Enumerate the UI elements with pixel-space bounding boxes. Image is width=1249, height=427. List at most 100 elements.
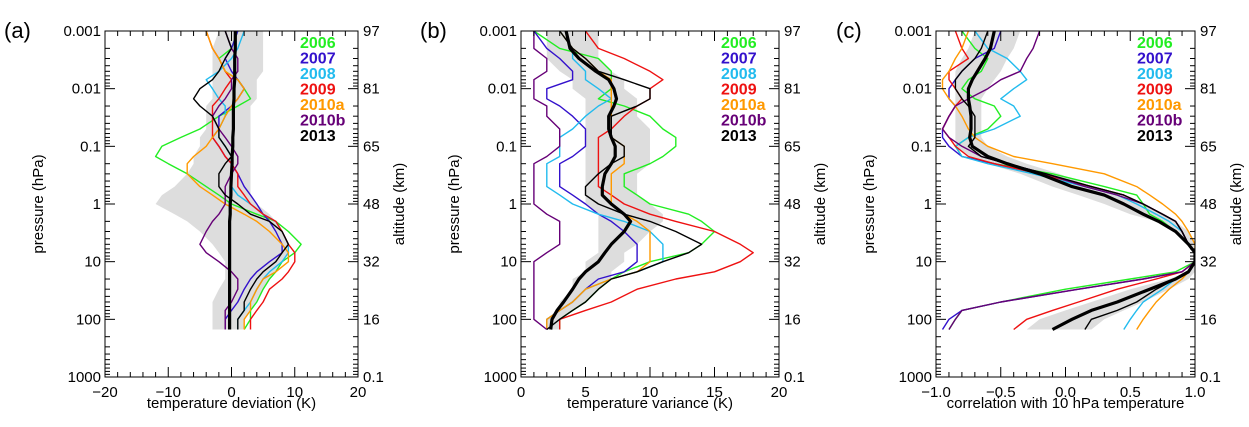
y2-axis-label: altitude (km) <box>1228 163 1245 246</box>
legend-entry-2010b: 2010b <box>721 113 767 130</box>
series-line-2010b <box>199 31 239 330</box>
series-line-2007 <box>533 31 638 330</box>
y2-tick-label: 48 <box>1200 196 1217 213</box>
x-tick-label: 10 <box>286 384 303 401</box>
y-tick-label: 0.001 <box>894 23 932 40</box>
y2-tick-label: 16 <box>784 311 801 328</box>
series-line-2006 <box>533 31 716 330</box>
y2-axis-label: altitude (km) <box>391 163 408 246</box>
x-tick-label: 15 <box>706 384 723 401</box>
legend-entry-2010a: 2010a <box>1137 97 1182 114</box>
legend-entry-2009: 2009 <box>300 82 336 99</box>
y-axis-label: pressure (hPa) <box>446 154 463 253</box>
y-axis-label: pressure (hPa) <box>30 154 47 253</box>
x-tick-label: 0 <box>227 384 235 401</box>
panel-1: 0.0010.010.111010010009781654832160.1−20… <box>4 18 408 412</box>
series-line-2009 <box>205 31 296 330</box>
y2-tick-label: 32 <box>1200 254 1217 271</box>
x-tick-label: −20 <box>92 384 117 401</box>
series-mean-line <box>966 31 1195 331</box>
y2-tick-label: 97 <box>363 23 380 40</box>
y2-tick-label: 16 <box>1200 311 1217 328</box>
series-line-2006 <box>948 31 1195 330</box>
x-tick-label: 10 <box>642 384 659 401</box>
spread-band <box>155 31 289 330</box>
x-axis-label: correlation with 10 hPa temperature <box>947 395 1185 412</box>
y2-tick-label: 0.1 <box>1200 369 1221 386</box>
spread-band <box>955 31 1195 330</box>
x-tick-label: −10 <box>156 384 181 401</box>
y-tick-label: 1000 <box>899 369 932 386</box>
legend-entry-2013: 2013 <box>300 128 336 145</box>
plot-area <box>941 31 1195 331</box>
legend-entry-2009: 2009 <box>721 82 757 99</box>
y2-tick-label: 48 <box>363 196 380 213</box>
x-tick-label: 0.5 <box>1120 384 1141 401</box>
y-tick-label: 1 <box>93 196 101 213</box>
y2-tick-label: 0.1 <box>363 369 384 386</box>
y-tick-label: 0.01 <box>488 81 517 98</box>
panel-label: (b) <box>420 18 447 43</box>
legend-entry-2006: 2006 <box>1137 35 1173 52</box>
y2-tick-label: 97 <box>784 23 801 40</box>
legend-entry-2008: 2008 <box>300 66 336 83</box>
y-tick-label: 100 <box>492 311 517 328</box>
legend-entry-2009: 2009 <box>1137 82 1173 99</box>
y-tick-label: 0.001 <box>479 23 517 40</box>
legend-entry-2007: 2007 <box>300 51 336 68</box>
x-tick-label: 0.0 <box>1055 384 1076 401</box>
x-tick-label: 0 <box>517 384 525 401</box>
legend-entry-2007: 2007 <box>1137 51 1173 68</box>
series-mean-line <box>228 31 237 330</box>
legend-entry-2006: 2006 <box>721 35 757 52</box>
x-axis-label: temperature variance (K) <box>567 395 733 412</box>
series-line-2010a <box>186 31 290 330</box>
legend-entry-2010a: 2010a <box>300 97 345 114</box>
x-tick-label: −0.5 <box>986 384 1016 401</box>
series-mean-line <box>549 31 633 330</box>
y-tick-label: 10 <box>915 254 932 271</box>
y2-tick-label: 32 <box>784 254 801 271</box>
y-tick-label: 0.01 <box>903 81 932 98</box>
x-tick-label: −1.0 <box>921 384 951 401</box>
series-line-2010b <box>941 31 1195 330</box>
series-line-2010b <box>533 31 561 331</box>
y-tick-label: 10 <box>84 254 101 271</box>
y2-tick-label: 16 <box>363 311 380 328</box>
legend-entry-2013: 2013 <box>1137 128 1173 145</box>
y-tick-label: 100 <box>907 311 932 328</box>
y-tick-label: 1 <box>509 196 517 213</box>
y-axis-label: pressure (hPa) <box>861 154 878 253</box>
legend-entry-2008: 2008 <box>1137 66 1173 83</box>
panel-3: 0.001 0.01 0.1 1 10 100 1000 97 81 65 48 32 16 0.1 −1.… <box>836 18 1245 412</box>
y-tick-label: 0.1 <box>911 138 932 155</box>
y-tick-label: 10 <box>500 254 517 271</box>
y-tick-label: 1 <box>924 196 932 213</box>
y2-tick-label: 65 <box>784 138 801 155</box>
y-tick-label: 0.001 <box>63 23 101 40</box>
plot-area <box>533 31 754 331</box>
x-axis-label: temperature deviation (K) <box>147 395 316 412</box>
legend-entry-2008: 2008 <box>721 66 757 83</box>
x-tick-label: 20 <box>771 384 788 401</box>
plot-area <box>154 31 302 330</box>
y2-tick-label: 81 <box>784 81 801 98</box>
y-tick-label: 0.1 <box>496 138 517 155</box>
y2-tick-label: 65 <box>363 138 380 155</box>
panel-label: (c) <box>836 18 862 43</box>
y2-tick-label: 81 <box>1200 81 1217 98</box>
y2-tick-label: 65 <box>1200 138 1217 155</box>
x-tick-label: 20 <box>350 384 367 401</box>
y2-tick-label: 0.1 <box>784 369 805 386</box>
legend-entry-2006: 2006 <box>300 35 336 52</box>
panel-label: (a) <box>4 18 31 43</box>
legend-entry-2007: 2007 <box>721 51 757 68</box>
panel-2: 0.001 0.01 0.1 1 10 100 1000 97 81 65 48 32 16 0.1 0 5 1… <box>420 18 829 412</box>
x-tick-label: 1.0 <box>1185 384 1206 401</box>
y-tick-label: 1000 <box>68 369 101 386</box>
x-tick-label: 5 <box>581 384 589 401</box>
